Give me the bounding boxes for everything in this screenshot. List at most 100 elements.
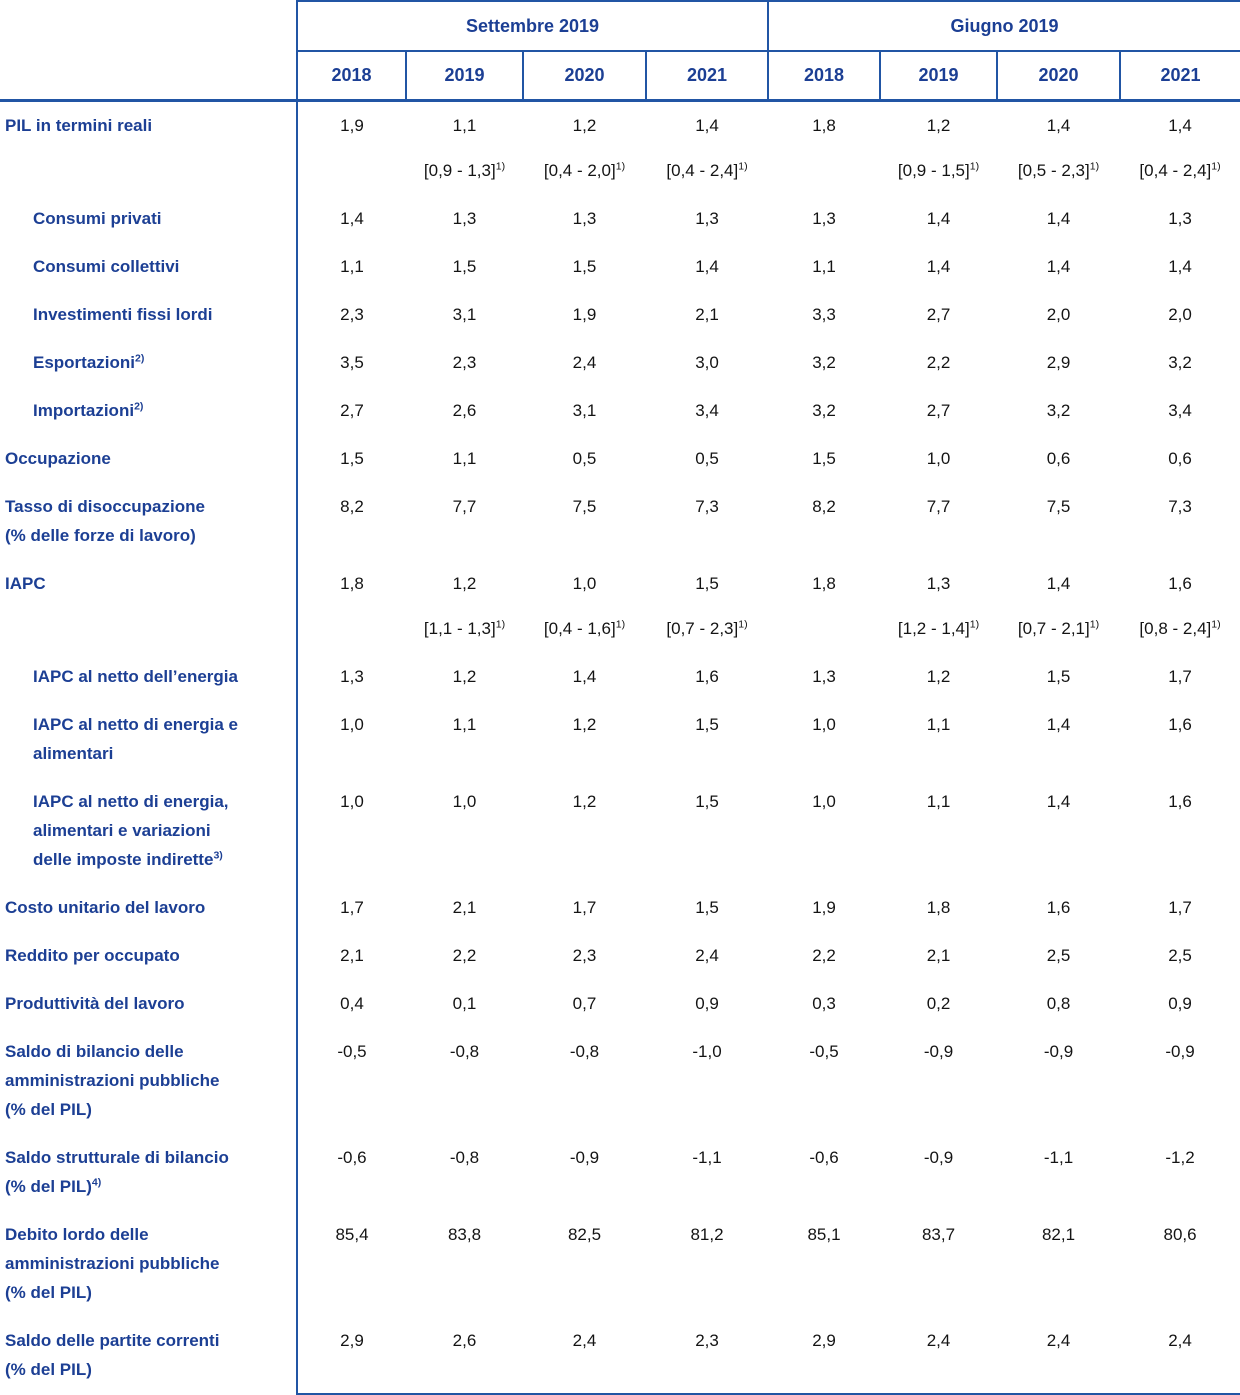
year-header-sep-2019: 2019 xyxy=(405,51,523,102)
value-cell: 1,4 xyxy=(1046,209,1071,228)
value-cell: 1,2 xyxy=(572,715,597,734)
value-cell: 1,4 [0,7 - 2,1]1) xyxy=(997,560,1120,653)
value-cell: 0,5 xyxy=(695,449,719,468)
value-cell: 1,0 [0,4 - 1,6]1) xyxy=(523,560,646,653)
value-cell: 83,8 xyxy=(447,1225,482,1244)
value-cell: 1,7 xyxy=(572,898,597,917)
value-cell: 1,3 xyxy=(812,209,836,228)
row-label: Saldo strutturale di bilancio (% del PIL)… xyxy=(0,1134,298,1211)
value-cell: 0,2 xyxy=(926,994,951,1013)
value-cell: 1,3 [1,2 - 1,4]1) xyxy=(880,560,997,653)
value-cell: 1,4 xyxy=(340,209,364,228)
value-cell: 1,4 xyxy=(695,257,719,276)
value-cell: 3,1 xyxy=(572,401,597,420)
value-cell: 1,7 xyxy=(1168,667,1192,686)
table-row: IAPC al netto di energia, alimentari e va… xyxy=(0,778,1240,884)
value-cell: 1,8 xyxy=(812,116,836,135)
value-cell: 2,3 xyxy=(452,353,477,372)
footnote-marker: 2) xyxy=(134,400,144,413)
footnote-marker: 1) xyxy=(1211,618,1221,631)
table-row: Produttività del lavoro 0,4 0,1 0,7 0,9 0,3 0,… xyxy=(0,980,1240,1028)
value-cell: 83,7 xyxy=(921,1225,956,1244)
value-cell: 2,0 xyxy=(1168,305,1192,324)
value-cell: -0,5 xyxy=(809,1042,839,1061)
value-cell: 1,4 xyxy=(1046,715,1071,734)
value-cell: 0,9 xyxy=(695,994,719,1013)
table-row: Importazioni2) 2,7 2,6 3,1 3,4 3,2 2,7 3,2 3,4 xyxy=(0,387,1240,435)
value-cell: 1,2 xyxy=(926,667,951,686)
value-cell: -0,5 xyxy=(337,1042,367,1061)
value-cell: 1,3 xyxy=(695,209,719,228)
year-header-spacer xyxy=(0,51,298,102)
value-cell: 1,8 xyxy=(812,574,836,593)
corner-cell xyxy=(0,1,298,51)
value-cell: -0,9 xyxy=(923,1148,954,1167)
value-cell: 1,5 xyxy=(695,792,719,811)
footnote-marker: 1) xyxy=(738,160,748,173)
value-cell: 1,5 xyxy=(695,715,719,734)
value-cell: 1,5 xyxy=(1046,667,1071,686)
value-cell: 1,0 xyxy=(812,715,836,734)
value-cell: 1,6 xyxy=(1168,792,1192,811)
footnote-marker: 1) xyxy=(495,618,506,631)
value-cell: -1,2 xyxy=(1165,1148,1195,1167)
value-cell: 85,1 xyxy=(807,1225,841,1244)
row-label: Costo unitario del lavoro xyxy=(0,884,298,932)
footnote-marker: 2) xyxy=(135,352,145,365)
value-cell: 1,3 xyxy=(812,667,836,686)
year-header-sep-2021: 2021 xyxy=(644,51,769,102)
value-cell: 7,5 xyxy=(572,497,597,516)
projection-range: [0,9 - 1,5]1) xyxy=(897,160,980,180)
table-row: Saldo delle partite correnti (% del PIL) 2… xyxy=(0,1317,1240,1395)
footnote-marker: 1) xyxy=(1089,618,1100,631)
table-row: IAPC al netto dell’energia 1,3 1,2 1,4 1,6 1,… xyxy=(0,653,1240,701)
footnote-marker: 1) xyxy=(615,160,626,173)
value-cell: 82,5 xyxy=(567,1225,602,1244)
value-cell: 1,4 xyxy=(926,209,951,228)
value-cell: 81,2 xyxy=(690,1225,724,1244)
table-row: Occupazione 1,5 1,1 0,5 0,5 1,5 1,0 0,6 0,6 xyxy=(0,435,1240,483)
row-label: Investimenti fissi lordi xyxy=(0,291,298,339)
value-cell: 7,3 xyxy=(1168,497,1192,516)
footnote-marker: 1) xyxy=(1211,160,1221,173)
value-cell: 1,6 xyxy=(695,667,719,686)
projection-range: [0,5 - 2,3]1) xyxy=(1017,160,1100,180)
year-header-row: 2018 2019 2020 2021 2018 2019 2020 2021 xyxy=(0,51,1240,102)
value-cell: 1,6 [0,8 - 2,4]1) xyxy=(1120,560,1240,653)
value-cell: 1,0 xyxy=(812,792,836,811)
footnote-marker: 1) xyxy=(969,160,980,173)
row-label: IAPC al netto dell’energia xyxy=(0,653,298,701)
value-cell: 1,5 xyxy=(812,449,836,468)
value-cell: 1,0 xyxy=(340,715,364,734)
projection-range: [1,1 - 1,3]1) xyxy=(423,618,506,638)
value-cell: 1,2 xyxy=(572,792,597,811)
value-cell: 1,0 xyxy=(926,449,951,468)
table-row: Debito lordo delle amministrazioni pubbli… xyxy=(0,1211,1240,1317)
value-cell: 2,4 xyxy=(997,1317,1121,1395)
value-cell: 1,0 xyxy=(340,792,364,811)
value-cell: 2,3 xyxy=(646,1317,769,1395)
value-cell: 2,7 xyxy=(926,305,951,324)
value-cell: -0,8 xyxy=(449,1148,480,1167)
value-cell: 1,2 [0,4 - 2,0]1) xyxy=(523,101,646,196)
group-header-settembre-2019: Settembre 2019 xyxy=(297,0,769,52)
value-cell: 2,7 xyxy=(926,401,951,420)
value-cell: 3,3 xyxy=(812,305,836,324)
value-cell: 0,9 xyxy=(1168,994,1192,1013)
row-label: Saldo delle partite correnti (% del PIL) xyxy=(0,1317,298,1394)
projection-range: [0,9 - 1,3]1) xyxy=(423,160,506,180)
value-cell: 2,9 xyxy=(768,1317,881,1395)
table-row: Consumi privati 1,4 1,3 1,3 1,3 1,3 1,4 1,4 1,3 xyxy=(0,195,1240,243)
value-cell: 7,5 xyxy=(1046,497,1071,516)
projection-range: [0,4 - 2,4]1) xyxy=(666,160,748,180)
value-cell: 1,9 xyxy=(340,116,364,135)
group-header-giugno-2019: Giugno 2019 xyxy=(767,0,1240,52)
value-cell: 1,1 [0,9 - 1,3]1) xyxy=(406,101,523,196)
value-cell: 1,4 xyxy=(1168,257,1192,276)
value-cell: 3,0 xyxy=(695,353,719,372)
year-header-giu-2020: 2020 xyxy=(996,51,1121,102)
row-label: IAPC al netto di energia e alimentari xyxy=(0,701,298,778)
value-cell: 1,4 [0,5 - 2,3]1) xyxy=(997,101,1120,196)
value-cell: 1,1 xyxy=(452,449,477,468)
